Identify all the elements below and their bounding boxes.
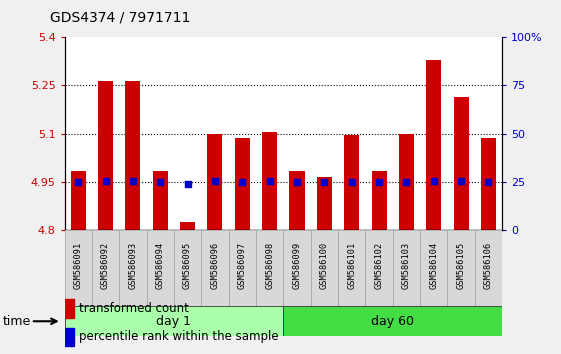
Text: GSM586104: GSM586104 — [429, 241, 438, 289]
Bar — [289, 171, 305, 230]
Point — [320, 179, 329, 185]
Bar — [201, 230, 229, 306]
Text: GSM586097: GSM586097 — [238, 241, 247, 289]
Point — [292, 179, 301, 185]
Bar — [98, 81, 113, 230]
Text: day 1: day 1 — [157, 315, 191, 328]
Text: day 60: day 60 — [371, 315, 414, 328]
Bar — [65, 299, 74, 318]
Bar — [153, 171, 168, 230]
Bar — [475, 230, 502, 306]
Bar — [65, 306, 283, 336]
Bar — [317, 177, 332, 230]
Point — [484, 179, 493, 184]
Text: GSM586102: GSM586102 — [375, 241, 384, 289]
Bar — [344, 135, 359, 230]
Text: GDS4374 / 7971711: GDS4374 / 7971711 — [50, 11, 191, 25]
Bar — [311, 230, 338, 306]
Point — [375, 179, 384, 184]
Bar — [371, 171, 387, 230]
Text: GSM586094: GSM586094 — [156, 241, 165, 289]
Text: GSM586106: GSM586106 — [484, 241, 493, 289]
Text: time: time — [3, 315, 31, 328]
Bar — [71, 171, 86, 230]
Text: GSM586098: GSM586098 — [265, 241, 274, 289]
Bar — [256, 230, 283, 306]
Bar — [262, 132, 277, 230]
Bar — [92, 230, 119, 306]
Text: GSM586091: GSM586091 — [73, 241, 82, 289]
Point — [73, 179, 82, 184]
Text: GSM586101: GSM586101 — [347, 241, 356, 289]
Text: percentile rank within the sample: percentile rank within the sample — [79, 330, 278, 343]
Bar — [448, 230, 475, 306]
Point — [402, 179, 411, 185]
Point — [347, 179, 356, 184]
Text: GSM586103: GSM586103 — [402, 241, 411, 289]
Text: GSM586105: GSM586105 — [457, 241, 466, 289]
Text: GSM586096: GSM586096 — [210, 241, 219, 289]
Bar — [426, 60, 442, 230]
Bar — [365, 230, 393, 306]
Bar — [453, 97, 468, 230]
Bar — [65, 328, 74, 346]
Bar — [283, 230, 311, 306]
Bar — [420, 230, 448, 306]
Text: GSM586099: GSM586099 — [292, 241, 301, 289]
Bar — [234, 138, 250, 230]
Bar — [119, 230, 146, 306]
Point — [183, 181, 192, 187]
Bar — [125, 81, 140, 230]
Point — [265, 178, 274, 184]
Point — [429, 178, 438, 183]
Text: GSM586095: GSM586095 — [183, 241, 192, 289]
Text: GSM586100: GSM586100 — [320, 241, 329, 289]
Bar — [393, 230, 420, 306]
Point — [101, 178, 110, 183]
Text: transformed count: transformed count — [79, 302, 188, 315]
Point — [238, 179, 247, 185]
Bar — [338, 230, 365, 306]
Text: GSM586093: GSM586093 — [128, 241, 137, 289]
Bar — [229, 230, 256, 306]
Bar — [146, 230, 174, 306]
Bar — [208, 134, 223, 230]
Text: GSM586092: GSM586092 — [101, 241, 110, 289]
Point — [210, 178, 219, 184]
Bar — [399, 134, 414, 230]
Bar — [180, 222, 195, 230]
Bar — [481, 138, 496, 230]
Point — [156, 179, 165, 185]
Bar — [65, 230, 92, 306]
Point — [457, 178, 466, 184]
Bar — [174, 230, 201, 306]
Point — [128, 178, 137, 183]
Bar — [283, 306, 502, 336]
